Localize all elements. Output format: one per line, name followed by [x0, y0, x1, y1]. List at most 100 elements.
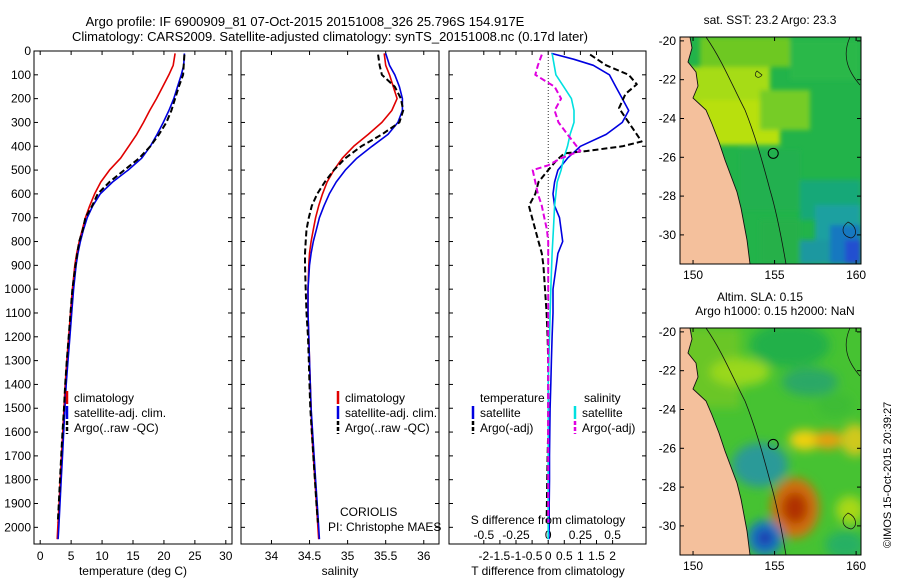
legend-satellite-label: satellite-adj. clim. — [74, 406, 166, 420]
legend-argo-label: Argo(..raw -QC) — [74, 421, 159, 435]
map-x-tick-label: 150 — [683, 559, 703, 573]
legend-t-argo-label: Argo(-adj) — [480, 421, 533, 435]
map-x-tick-label: 155 — [765, 559, 785, 573]
x-tick-label: 15 — [126, 549, 140, 563]
legend-climatology-label: climatology — [74, 391, 134, 405]
legend-satellite-label: satellite-adj. clim. — [345, 406, 437, 420]
y-tick-label: 1100 — [5, 306, 31, 320]
series-argo-raw-qc — [56, 54, 186, 523]
s-x-tick-label: -0.5 — [473, 528, 494, 542]
x-tick-label: 35 — [341, 549, 355, 563]
y-tick-label: 400 — [11, 139, 31, 153]
x-tick-label: 10 — [95, 549, 109, 563]
sla-map: Altim. SLA: 0.15 Argo h1000: 0.15 h2000:… — [659, 290, 867, 573]
argo-location-marker — [767, 147, 779, 159]
temperature-legend: climatology satellite-adj. clim. Argo(..… — [65, 391, 166, 435]
pi-label: PI: Christophe MAES — [328, 520, 441, 534]
map-y-tick-label: -30 — [659, 228, 677, 242]
temperature-xlabel: temperature (deg C) — [79, 564, 187, 578]
x-tick-label: 30 — [219, 549, 233, 563]
x-tick-label: 25 — [188, 549, 202, 563]
map-y-tick-label: -20 — [659, 325, 677, 339]
map-y-tick-label: -26 — [659, 150, 677, 164]
y-tick-label: 1800 — [4, 473, 31, 487]
sla-map-subtitle: Argo h1000: 0.15 h2000: NaN — [695, 304, 854, 318]
y-tick-label: 1200 — [4, 330, 31, 344]
y-tick-label: 900 — [11, 258, 31, 272]
coastline-land — [680, 37, 751, 264]
x-tick-label: 34 — [265, 549, 279, 563]
temperature-axes-box — [33, 50, 233, 545]
x-tick-label: 34.5 — [298, 549, 322, 563]
legend-argo-label: Argo(..raw -QC) — [345, 421, 430, 435]
x-tick-label: 2 — [609, 549, 616, 563]
x-tick-label: 0 — [37, 549, 44, 563]
temperature-panel: 0 5 10 15 20 25 300100200300400500600700800900… — [4, 44, 233, 578]
map-x-tick-label: 155 — [765, 268, 785, 282]
map-x-tick-label: 160 — [846, 559, 866, 573]
salinity-panel: 34 34.5 35 35.5 36 salinity climatology sate… — [240, 50, 441, 578]
map-y-tick-label: -22 — [659, 364, 677, 378]
x-tick-label: -1 — [511, 549, 522, 563]
map-y-tick-label: -22 — [659, 73, 677, 87]
y-tick-label: 700 — [11, 211, 31, 225]
argo-location-marker — [767, 438, 779, 450]
salinity-axes-box — [240, 50, 440, 545]
difference-panel: -2 -1.5 -1 -0.5 0 0.5 1 1.5 2-0.5 -0.25 0 0.25 0.5 t… — [448, 50, 647, 578]
y-tick-label: 1500 — [4, 401, 31, 415]
x-tick-label: 1.5 — [588, 549, 605, 563]
legend-s-argo-label: Argo(-adj) — [582, 421, 635, 435]
y-tick-label: 2000 — [4, 520, 31, 534]
shelf-contour — [705, 37, 787, 264]
legend-t-satellite-label: satellite — [480, 406, 521, 420]
series-t-satellite — [548, 52, 630, 540]
legend-temperature-title: temperature — [480, 391, 545, 405]
map-x-tick-label: 150 — [683, 268, 703, 282]
t-difference-xlabel: T difference from climatology — [471, 564, 625, 578]
agency-label: CORIOLIS — [340, 505, 397, 519]
x-tick-label: 20 — [157, 549, 171, 563]
map-y-tick-label: -28 — [659, 189, 677, 203]
series-s-argo-adj — [531, 54, 582, 523]
y-tick-label: 100 — [11, 68, 31, 82]
map-y-tick-label: -30 — [659, 519, 677, 533]
sla-field — [680, 328, 861, 555]
sst-map-title: sat. SST: 23.2 Argo: 23.3 — [704, 13, 837, 27]
y-tick-label: 200 — [11, 92, 31, 106]
y-tick-label: 1000 — [4, 282, 31, 296]
salinity-legend: climatology satellite-adj. clim. Argo(..… — [336, 391, 437, 435]
x-tick-label: -0.5 — [522, 549, 543, 563]
shelf-contour — [705, 328, 787, 555]
sst-map-frame — [679, 36, 862, 265]
y-tick-label: 1300 — [4, 354, 31, 368]
map-y-tick-label: -28 — [659, 480, 677, 494]
legend-s-satellite-label: satellite — [582, 406, 623, 420]
y-tick-label: 0 — [24, 44, 31, 58]
x-tick-label: 0 — [545, 549, 552, 563]
y-tick-label: 1600 — [4, 425, 31, 439]
series-argo-raw-qc — [304, 54, 405, 523]
legend-climatology-label: climatology — [345, 391, 405, 405]
copyright-stamp: ©IMOS 15-Oct-2015 20:39:27 — [882, 402, 894, 548]
y-tick-label: 500 — [11, 163, 31, 177]
x-tick-label: -2 — [478, 549, 489, 563]
s-x-tick-label: 0.25 — [569, 528, 593, 542]
coastline-land — [680, 328, 751, 555]
x-tick-label: 5 — [68, 549, 75, 563]
figure-title-line2: Climatology: CARS2009. Satellite-adjuste… — [72, 29, 588, 44]
map-y-tick-label: -26 — [659, 441, 677, 455]
x-tick-label: -1.5 — [490, 549, 511, 563]
s-x-tick-label: 0.5 — [604, 528, 621, 542]
y-tick-label: 800 — [11, 235, 31, 249]
figure-title-line1: Argo profile: IF 6900909_81 07-Oct-2015 … — [86, 14, 525, 29]
s-x-tick-label: -0.25 — [502, 528, 530, 542]
y-tick-label: 1400 — [4, 377, 31, 391]
map-x-tick-label: 160 — [846, 268, 866, 282]
y-tick-label: 300 — [11, 115, 31, 129]
x-tick-label: 0.5 — [556, 549, 573, 563]
sla-map-frame — [679, 327, 862, 556]
x-tick-label: 36 — [417, 549, 431, 563]
y-tick-label: 600 — [11, 187, 31, 201]
salinity-xlabel: salinity — [322, 564, 359, 578]
